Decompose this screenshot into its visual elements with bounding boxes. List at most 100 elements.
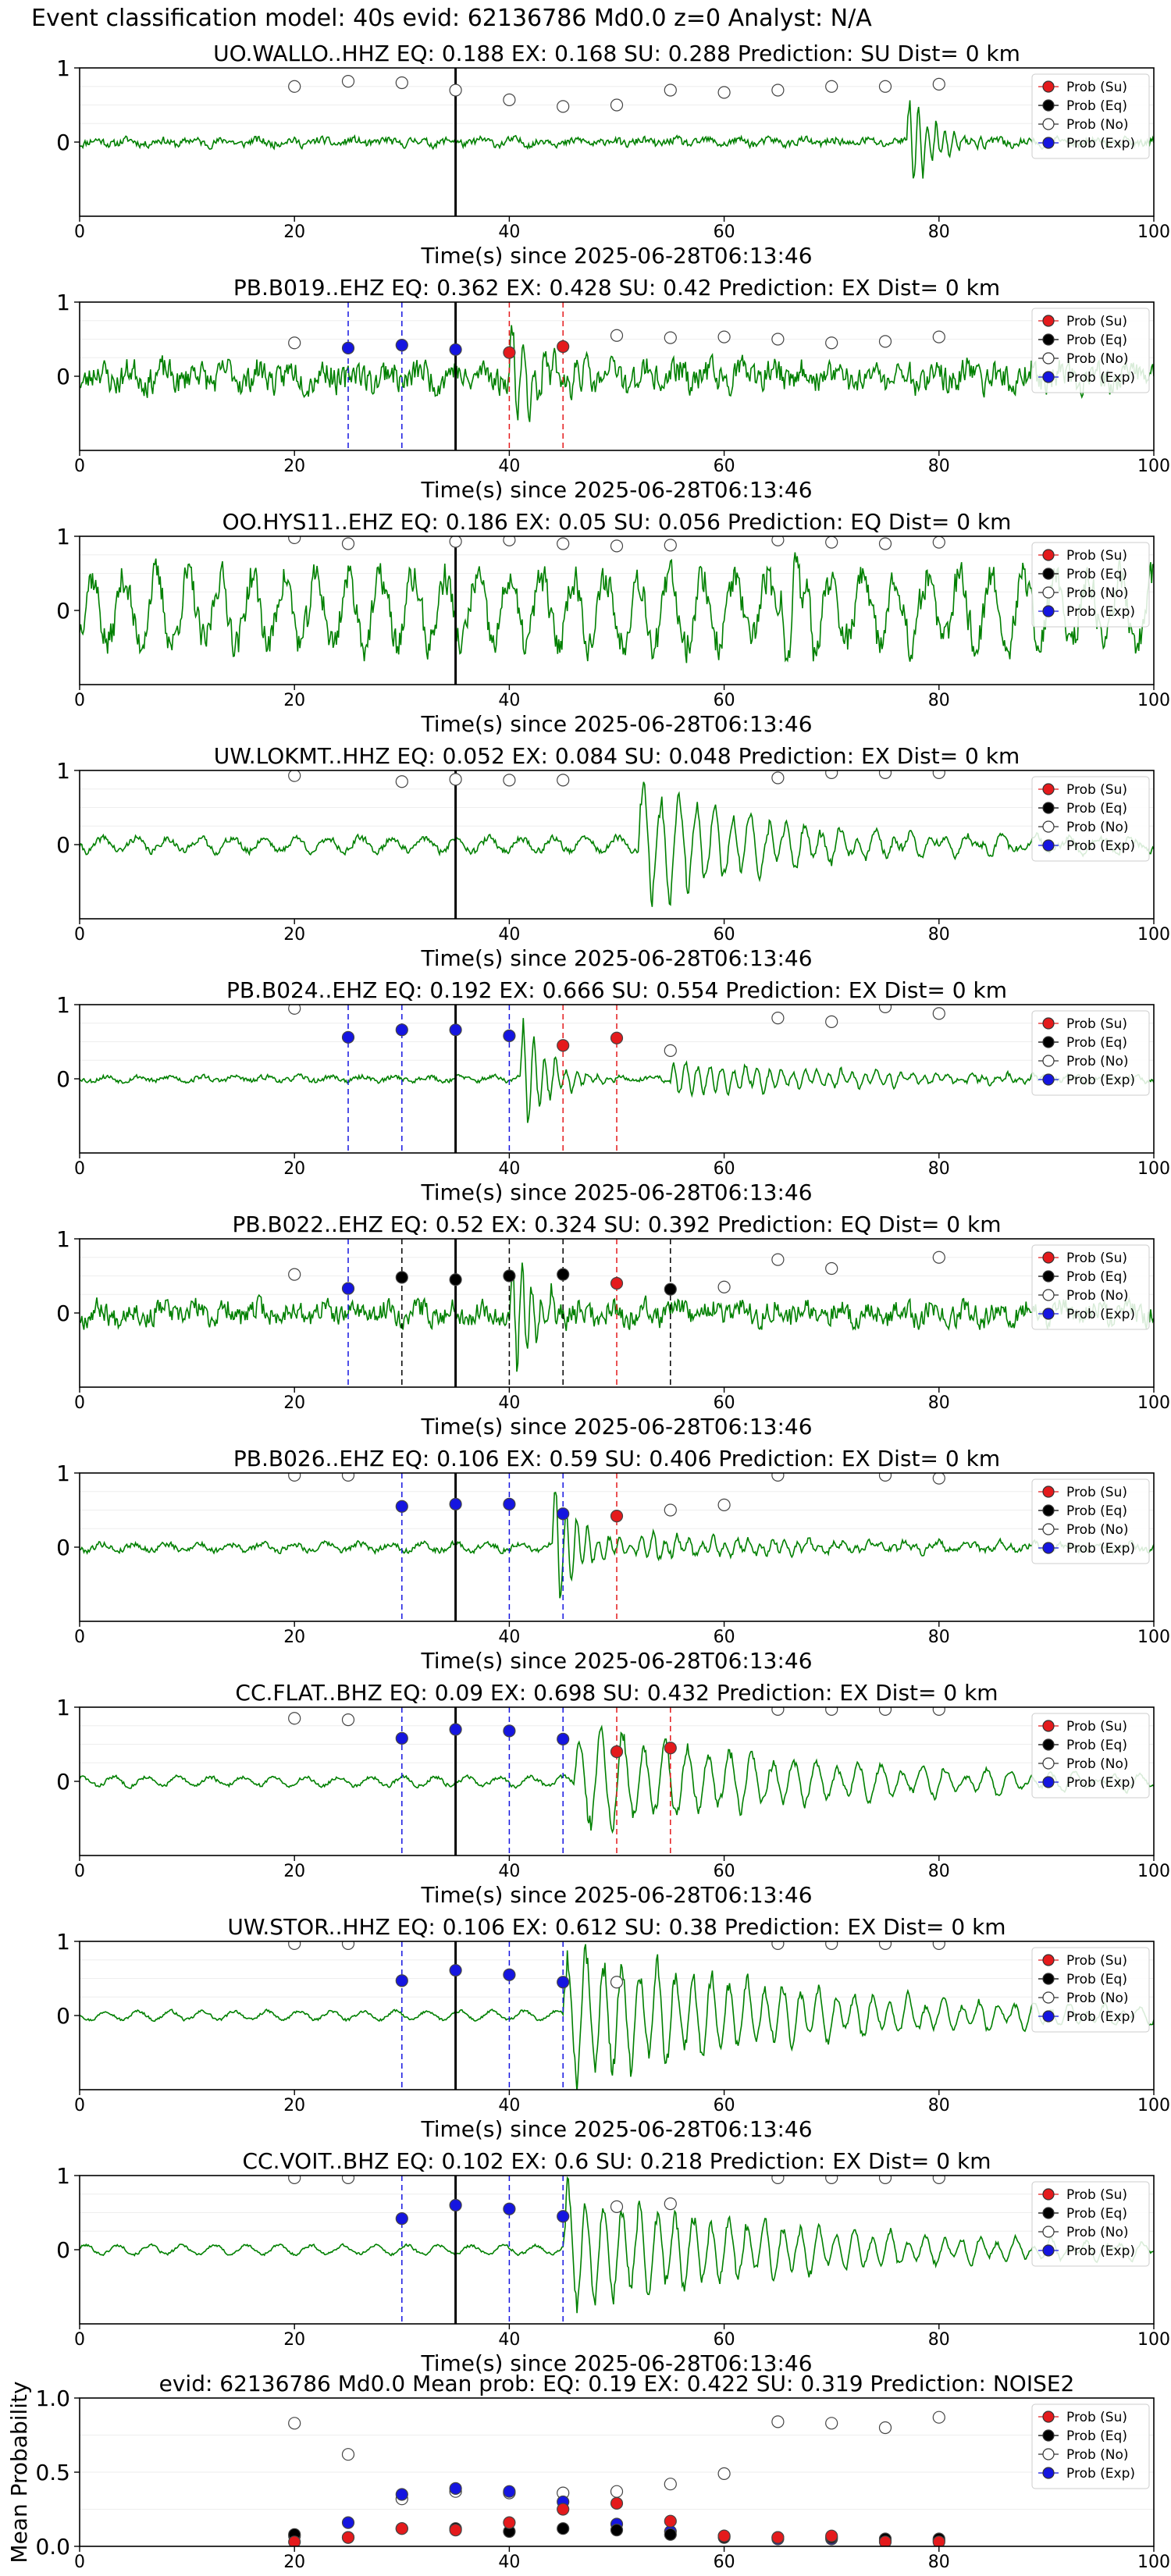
prob-point-exp (449, 1023, 462, 1037)
prob-point-exp (395, 1731, 408, 1745)
legend: Prob (Su) Prob (Eq) Prob (No) Prob (Exp) (1031, 1713, 1150, 1799)
prob-point-no (288, 536, 301, 544)
legend-label: Prob (Su) (1066, 782, 1127, 798)
prob-point-exp (395, 2488, 408, 2501)
legend-marker (1042, 1036, 1055, 1048)
prob-point-su (449, 2524, 462, 2537)
legend-marker (1042, 1991, 1055, 2004)
prob-point-exp (341, 2516, 355, 2529)
prob-point-su (717, 2529, 731, 2542)
prob-point-no (395, 76, 408, 90)
prob-point-no (878, 1941, 892, 1950)
prob-point-eq (610, 2524, 624, 2537)
x-axis-label: Time(s) since 2025-06-28T06:13:46 (420, 945, 812, 971)
legend-marker (1042, 1270, 1055, 1283)
x-tick-label: 80 (928, 1393, 950, 1413)
legend-marker (1042, 2207, 1055, 2219)
prob-point-no (557, 100, 570, 113)
legend-marker (1042, 1973, 1055, 1985)
x-tick-label: 60 (714, 1393, 735, 1413)
legend-label: Prob (Exp) (1066, 370, 1135, 386)
prob-point-su (610, 1509, 624, 1523)
legend-marker (1042, 820, 1055, 833)
legend-label: Prob (No) (1066, 1522, 1129, 1538)
legend-label: Prob (Exp) (1066, 1775, 1135, 1791)
x-axis-label: Time(s) since 2025-06-28T06:13:46 (420, 243, 812, 269)
prob-point-no (878, 2176, 892, 2184)
panel-title: CC.FLAT..BHZ EQ: 0.09 EX: 0.698 SU: 0.43… (235, 1680, 998, 1706)
prob-point-no (341, 74, 355, 88)
y-axis-label: Mean Probability (6, 2381, 32, 2563)
x-axis-label: Time(s) since 2025-06-28T06:13:46 (420, 1882, 812, 1908)
plot-area (288, 2411, 945, 2546)
prob-point-no (288, 770, 301, 782)
legend: Prob (Su) Prob (Eq) Prob (No) Prob (Exp) (1031, 1947, 1150, 2033)
prob-point-exp (503, 1724, 516, 1738)
x-tick-label: 20 (283, 2330, 305, 2350)
y-tick-label: 0 (56, 1066, 70, 1092)
x-tick-label: 100 (1137, 1862, 1170, 1881)
waveform-trace (80, 1944, 1154, 2090)
prob-point-su (557, 340, 570, 354)
prob-point-no (717, 2467, 731, 2480)
legend: Prob (Su) Prob (Eq) Prob (No) Prob (Exp) (1031, 1010, 1150, 1096)
legend-marker (1042, 371, 1055, 383)
prob-point-no (932, 1941, 945, 1950)
prob-point-no (717, 1280, 731, 1293)
legend-label: Prob (Su) (1066, 314, 1127, 329)
plot-area (80, 770, 1154, 919)
y-tick-label: 0 (56, 832, 70, 858)
prob-point-no (771, 771, 785, 785)
x-tick-label: 0 (74, 1393, 85, 1413)
panel-1: UO.WALLO..HHZ EQ: 0.188 EX: 0.168 SU: 0.… (56, 41, 1170, 269)
legend-label: Prob (Eq) (1066, 333, 1127, 348)
prob-point-no (825, 2176, 838, 2184)
prob-point-no (503, 93, 516, 106)
prob-point-no (932, 77, 945, 91)
prob-point-no (878, 2421, 892, 2435)
plot-area (80, 536, 1154, 685)
legend-marker (1042, 2448, 1055, 2460)
legend-marker (1042, 1504, 1055, 1517)
x-tick-label: 100 (1137, 457, 1170, 476)
plot-area (80, 1941, 1154, 2090)
panel-10: CC.VOIT..BHZ EQ: 0.102 EX: 0.6 SU: 0.218… (56, 2148, 1170, 2376)
panel-title: UW.STOR..HHZ EQ: 0.106 EX: 0.612 SU: 0.3… (227, 1914, 1005, 1940)
prob-point-no (932, 1251, 945, 1264)
x-tick-label: 0 (74, 1628, 85, 1647)
prob-point-exp (395, 339, 408, 352)
x-axis-label: Time(s) since 2025-06-28T06:13:46 (420, 2350, 812, 2376)
y-tick-label: 1 (56, 992, 70, 1018)
x-tick-label: 80 (928, 925, 950, 945)
prob-point-exp (503, 1968, 516, 1981)
legend-box (1031, 2403, 1150, 2489)
panel-8: CC.FLAT..BHZ EQ: 0.09 EX: 0.698 SU: 0.43… (56, 1680, 1170, 1908)
legend-marker (1042, 783, 1055, 795)
legend-marker (1042, 2188, 1055, 2201)
panel-title: CC.VOIT..BHZ EQ: 0.102 EX: 0.6 SU: 0.218… (243, 2148, 991, 2174)
legend-marker (1042, 2411, 1055, 2423)
legend: Prob (Su) Prob (Eq) Prob (No) Prob (Exp) (1031, 73, 1150, 159)
prob-point-no (771, 1253, 785, 1266)
x-tick-label: 0 (74, 2330, 85, 2350)
x-tick-label: 80 (928, 1628, 950, 1647)
legend-label: Prob (Eq) (1066, 98, 1127, 114)
y-tick-label: 0.5 (35, 2460, 70, 2485)
panel-mean-probability: evid: 62136786 Md0.0 Mean prob: EQ: 0.19… (6, 2371, 1170, 2572)
prob-point-no (932, 2411, 945, 2424)
prob-point-exp (395, 1500, 408, 1513)
legend-label: Prob (Su) (1066, 1016, 1127, 1032)
prob-point-eq (449, 1273, 462, 1286)
prob-point-no (825, 1707, 838, 1716)
legend-box (1031, 1713, 1150, 1799)
panel-title: UW.LOKMT..HHZ EQ: 0.052 EX: 0.084 SU: 0.… (214, 743, 1020, 769)
prob-point-no (825, 1261, 838, 1276)
prob-point-exp (341, 341, 355, 354)
x-axis-label: Time(s) since 2025-06-28T06:13:46 (420, 711, 812, 737)
x-tick-label: 60 (714, 222, 735, 242)
panel-title: PB.B019..EHZ EQ: 0.362 EX: 0.428 SU: 0.4… (233, 275, 1000, 301)
x-axis-label: Time(s) since 2025-06-28T06:13:46 (420, 477, 812, 503)
prob-point-su (610, 2496, 624, 2510)
legend: Prob (Su) Prob (Eq) Prob (No) Prob (Exp) (1031, 2181, 1150, 2267)
prob-point-exp (557, 1732, 570, 1745)
